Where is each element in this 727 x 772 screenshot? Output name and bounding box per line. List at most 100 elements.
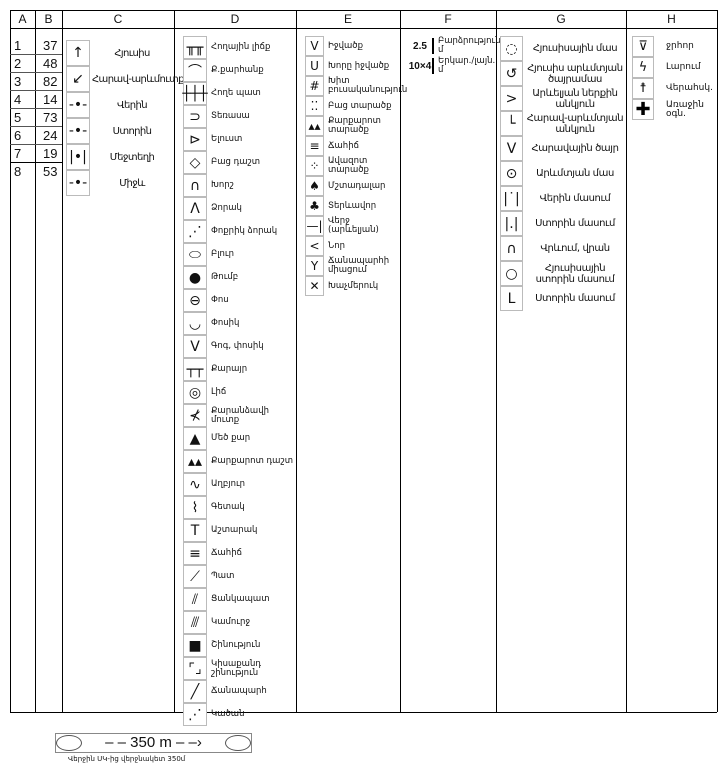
legend-label: Ճանապարհ [211,686,267,696]
distance-scale-bar: – – 350 m – –› [55,733,252,753]
row-divider [10,162,62,163]
legend-item: L Ստորին մասում [500,286,625,311]
legend-label: Քարքարոտ տարածք [328,116,381,135]
legend-label: Հյուսիս [114,47,150,59]
marsh-icon: ≡ [305,136,324,156]
legend-item: ⫽ Ցանկապատ [183,588,295,611]
column-header-d: D [230,12,240,26]
west-part-icon: ⊙ [500,161,523,186]
legend-item: ╱ Ճանապարհ [183,680,295,703]
legend-item: ◡ Փոսիկ [183,312,295,335]
depression-icon: V [183,335,207,358]
legend-item: -•- Վերին [66,92,172,118]
row-value: 53 [43,164,58,179]
legend-item: └ Հարավ-արևմտյան անկյուն [500,111,625,136]
re-entrant-icon: ∩ [183,174,207,197]
legend-label: Տեռասա [211,111,250,121]
row-value: 14 [43,92,58,107]
legend-label: Խորը իջվածք [328,60,390,71]
legend-label: Ք.քարհանք [211,65,264,75]
header-divider [10,28,717,29]
legend-item: ┼┼┼ Հողե պատ [182,82,295,105]
column-divider [174,10,175,712]
legend-label: Փոքրիկ ձորակ [211,226,278,236]
legend-item: ⊀ Քարանձավի մուտք [183,404,295,427]
small-gully-icon: ⋰ [183,220,207,243]
row-value: 48 [43,56,58,71]
col-f-legend: 2.5 Բարձրություն մ 10×4 Երկար./լայն. մ [408,36,501,76]
legend-item: ✚ Առաջին օգն. [632,99,717,120]
row-value: 24 [43,128,58,143]
legend-label: Մշտադալար [328,180,386,191]
end-circle-icon [225,735,251,751]
person-icon: ☨ [632,78,654,99]
sandy-ground-icon: ⁘ [305,156,324,176]
legend-label: Թումբ [211,272,239,282]
legend-item: ⊖ Փոս [183,289,295,312]
legend-item: -•- Միջև [66,170,172,196]
column-header-c: C [113,12,123,26]
legend-label: Հյուսիսային մաս [532,43,618,54]
legend-label: Վերահսկ. [666,83,713,93]
legend-label: ջրհոր [666,41,694,51]
row-index: 7 [14,146,22,161]
lightning-icon: ϟ [632,57,654,78]
legend-item: 10×4 Երկար./լայն. մ [408,56,496,76]
legend-item: U Խորը իջվածք [305,56,398,76]
legend-label: Ստորին մասում [535,218,615,229]
on-top-icon: ∩ [500,236,523,261]
legend-label: Փոսիկ [211,318,240,328]
diamond-icon: ◇ [183,151,207,174]
row-index: 3 [14,74,22,89]
legend-item: ■ Շինություն [183,634,295,657]
col-d-legend: ╥╥ Հողային լիճք ⌒ Ք.քարհանք ┼┼┼ Հողե պատ ⊃ Տեռա… [182,36,295,726]
spur-icon: ⊳ [183,128,207,151]
row-index: 4 [14,92,22,107]
legend-item: ⬭ Բլուր [183,243,295,266]
legend-label: Փոս [211,295,229,305]
lower-part-icon: |.| [500,211,523,236]
legend-label: Մեջտեղի [109,151,155,163]
legend-item: -•- Ստորին [66,118,172,144]
col-c-legend: ↑ Հյուսիս ↙ Հարավ-արևմուտք -•- Վերին -•- Ստորին… [66,40,184,196]
earth-bank-icon: ╥╥ [183,36,207,59]
lower-corner-icon: L [500,286,523,311]
legend-item: ⊙ Արևմտյան մաս [500,161,625,186]
legend-label: Վերջ (արևելյան) [328,216,379,235]
legend-item: ⌜⌟ Կիսաքանդ շինություն [183,657,295,680]
open-land-icon: ⁚⁚ [305,96,324,116]
arrow-up-icon: ↑ [66,40,90,66]
legend-item: ∩ Վրևում, վրան [500,236,625,261]
legend-item: ⋰ Փոքրիկ ձորակ [183,220,295,243]
south-tip-icon: V [500,136,523,161]
legend-item: |•| Մեջտեղի [66,144,172,170]
legend-label: Խիտ բուսականություն [328,76,408,95]
north-part-icon: ◌ [500,36,523,61]
legend-label: Լարում [666,62,701,72]
wall-icon: ⟋ [183,565,207,588]
hill-icon: ⬭ [183,243,207,266]
north-lower-icon: ○ [500,261,523,286]
legend-item: ⟋ Պատ [183,565,295,588]
small-pit-icon: ◡ [183,312,207,335]
fence-icon: ⫽ [183,588,207,611]
marsh-icon: ≡ [183,542,207,565]
quarry-icon: ⌒ [183,59,207,82]
distance-label: – – 350 m – –› [105,734,202,751]
legend-item: ◎ Լիճ [183,381,295,404]
lower-marker-icon: -•- [66,118,90,144]
row-divider [10,108,62,109]
legend-label: Աշտարակ [211,525,258,535]
legend-label: Պատ [211,571,235,581]
legend-item: ⋰ Կածան [183,703,295,726]
legend-label: Գետակ [211,502,245,512]
legend-label: Հողային լիճք [211,42,271,52]
dense-vegetation-icon: # [305,76,324,96]
legend-label: Հարավային ծայր [531,143,619,154]
legend-item: ⌒ Ք.քարհանք [183,59,295,82]
column-divider [626,10,627,712]
row-divider [10,72,62,73]
legend-label: Վրևում, վրան [540,243,610,254]
legend-label: Ելուստ [211,134,243,144]
column-header-h: H [667,12,676,26]
